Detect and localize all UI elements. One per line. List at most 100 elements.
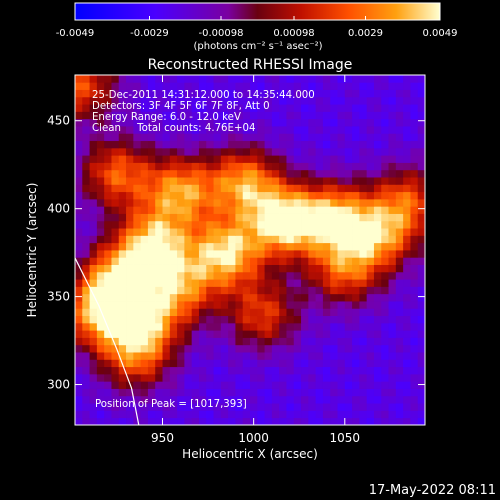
heatmap-cell <box>162 366 171 375</box>
heatmap-cell <box>228 330 236 338</box>
heatmap-cell <box>169 75 178 83</box>
heatmap-cell <box>75 220 83 229</box>
heatmap-cell <box>410 162 419 171</box>
heatmap-cell <box>373 89 382 98</box>
heatmap-cell <box>147 220 156 229</box>
heatmap-cell <box>388 140 397 149</box>
heatmap-cell <box>177 359 185 368</box>
heatmap-cell <box>293 133 302 142</box>
heatmap-cell <box>388 373 397 382</box>
heatmap-cell <box>118 344 127 353</box>
heatmap-cell <box>191 293 200 302</box>
heatmap-cell <box>337 250 346 258</box>
heatmap-cell <box>118 89 127 98</box>
heatmap-cell <box>293 373 302 382</box>
heatmap-cell <box>373 271 382 280</box>
peak-position-label: Position of Peak = [1017,393] <box>95 399 247 410</box>
heatmap-cell <box>82 242 90 251</box>
heatmap-cell <box>417 403 425 411</box>
heatmap-cell <box>344 162 353 171</box>
heatmap-cell <box>286 111 295 120</box>
heatmap-cell <box>75 373 83 382</box>
heatmap-cell <box>352 250 360 258</box>
heatmap-cell <box>373 286 382 295</box>
heatmap-cell <box>352 417 360 425</box>
heatmap-cell <box>417 96 425 105</box>
heatmap-cell <box>89 96 98 105</box>
heatmap-cell <box>301 126 309 134</box>
heatmap-cell <box>264 155 273 163</box>
heatmap-cell <box>104 403 112 411</box>
heatmap-cell <box>169 118 178 127</box>
heatmap-cell <box>352 169 360 178</box>
heatmap-cell <box>133 242 142 251</box>
heatmap-cell <box>279 286 287 295</box>
heatmap-cell <box>330 388 338 397</box>
heatmap-cell <box>359 337 368 346</box>
heatmap-cell <box>330 104 338 112</box>
heatmap-cell <box>191 89 200 98</box>
heatmap-cell <box>184 162 193 171</box>
heatmap-cell <box>191 118 200 127</box>
heatmap-cell <box>96 410 105 419</box>
heatmap-cell <box>257 198 265 207</box>
heatmap-cell <box>126 228 134 236</box>
heatmap-cell <box>264 96 273 105</box>
heatmap-cell <box>308 242 317 251</box>
heatmap-cell <box>191 155 200 163</box>
heatmap-cell <box>242 177 251 185</box>
heatmap-cell <box>213 213 222 222</box>
heatmap-cell <box>264 344 273 353</box>
heatmap-cell <box>279 308 287 317</box>
heatmap-cell <box>388 403 397 411</box>
heatmap-cell <box>75 75 83 83</box>
heatmap-cell <box>206 410 214 419</box>
heatmap-cell <box>381 286 389 295</box>
heatmap-cell <box>104 271 112 280</box>
heatmap-cell <box>366 257 375 265</box>
heatmap-cell <box>388 133 397 142</box>
heatmap-cell <box>198 271 207 280</box>
heatmap-cell <box>82 89 90 98</box>
heatmap-cell <box>169 381 178 389</box>
heatmap-cell <box>257 395 265 404</box>
heatmap-cell <box>330 89 338 98</box>
heatmap-cell <box>279 147 287 156</box>
heatmap-cell <box>381 330 389 338</box>
heatmap-cell <box>184 242 193 251</box>
heatmap-cell <box>271 213 280 222</box>
heatmap-cell <box>403 286 411 295</box>
heatmap-cell <box>118 184 127 193</box>
heatmap-cell <box>301 75 309 83</box>
heatmap-cell <box>279 242 287 251</box>
heatmap-cell <box>242 198 251 207</box>
heatmap-cell <box>96 373 105 382</box>
heatmap-cell <box>417 147 425 156</box>
heatmap-cell <box>155 118 163 127</box>
heatmap-cell <box>388 184 397 193</box>
heatmap-cell <box>271 89 280 98</box>
heatmap-cell <box>352 147 360 156</box>
heatmap-cell <box>96 198 105 207</box>
heatmap-cell <box>242 315 251 324</box>
heatmap-cell <box>111 366 120 375</box>
heatmap-cell <box>213 279 222 287</box>
heatmap-cell <box>206 111 214 120</box>
heatmap-cell <box>133 264 142 273</box>
heatmap-cell <box>242 126 251 134</box>
heatmap-cell <box>366 140 375 149</box>
heatmap-cell <box>322 373 331 382</box>
heatmap-cell <box>395 147 404 156</box>
heatmap-cell <box>301 279 309 287</box>
heatmap-cell <box>155 271 163 280</box>
heatmap-cell <box>169 213 178 222</box>
heatmap-cell <box>220 184 229 193</box>
heatmap-cell <box>169 388 178 397</box>
heatmap-cell <box>162 264 171 273</box>
heatmap-cell <box>264 264 273 273</box>
heatmap-cell <box>417 133 425 142</box>
heatmap-cell <box>126 82 134 90</box>
heatmap-cell <box>344 257 353 265</box>
heatmap-cell <box>118 410 127 419</box>
heatmap-cell <box>286 242 295 251</box>
